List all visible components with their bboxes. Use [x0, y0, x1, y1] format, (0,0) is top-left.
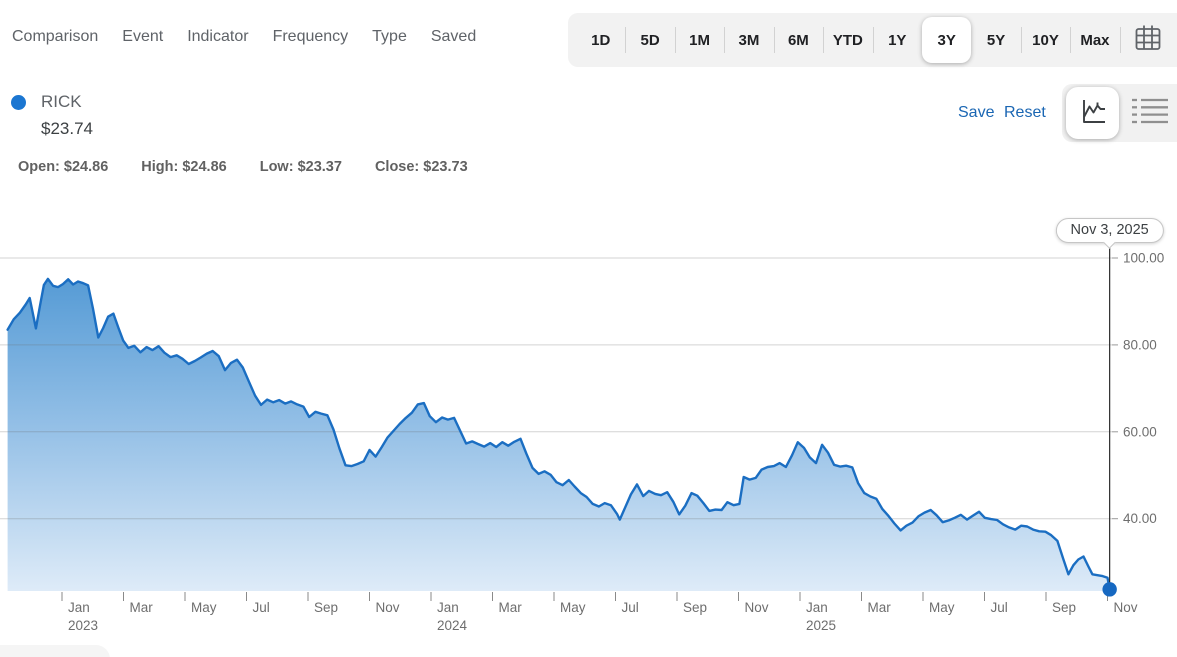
x-axis-label: Jan — [68, 600, 90, 615]
range-3y-selected[interactable]: 3Y — [921, 17, 972, 63]
save-button[interactable]: Save — [958, 104, 995, 121]
calendar-icon — [1133, 23, 1163, 57]
range-5d[interactable]: 5D — [625, 13, 674, 67]
crosshair-date-tooltip: Nov 3, 2025 — [1055, 218, 1164, 249]
high-label: High: — [141, 159, 179, 175]
last-price-marker — [1102, 582, 1117, 597]
range-6m[interactable]: 6M — [773, 13, 823, 67]
series-legend-dot — [11, 95, 26, 110]
menu-frequency[interactable]: Frequency — [272, 28, 349, 45]
range-5y[interactable]: 5Y — [986, 31, 1006, 49]
list-view-icon — [1131, 96, 1171, 131]
x-axis-label: May — [560, 600, 586, 615]
y-axis-label: 80.00 — [1123, 337, 1157, 352]
list-view-button[interactable] — [1130, 97, 1172, 129]
chart-view-toggle — [1062, 84, 1177, 142]
x-axis-label: Jul — [991, 600, 1008, 615]
range-1m[interactable]: 1M — [674, 13, 724, 67]
x-axis-label: Jul — [253, 600, 270, 615]
menu-type[interactable]: Type — [372, 28, 407, 45]
menu-saved[interactable]: Saved — [430, 28, 477, 45]
y-axis-label: 40.00 — [1123, 511, 1157, 526]
x-axis-label: Nov — [745, 600, 769, 615]
x-axis-label: Sep — [314, 600, 338, 615]
range-ytd[interactable]: YTD — [823, 13, 872, 67]
x-axis-label: May — [191, 600, 217, 615]
y-axis-label: 100.00 — [1123, 251, 1164, 266]
x-axis-label: Jan — [806, 600, 828, 615]
bottom-panel-edge — [0, 645, 110, 657]
ticker-symbol: RICK — [41, 92, 82, 111]
x-axis-label: Nov — [1114, 600, 1138, 615]
y-axis-label: 60.00 — [1123, 424, 1157, 439]
price-line — [6, 277, 1111, 591]
open-value: $24.86 — [63, 159, 109, 175]
close-value: $23.73 — [423, 159, 468, 175]
range-3m[interactable]: 3M — [724, 13, 773, 67]
reset-button[interactable]: Reset — [1004, 104, 1046, 121]
price-area-fill — [7, 278, 1110, 591]
x-axis-label: Sep — [1052, 600, 1076, 615]
low-label: Low: — [259, 159, 294, 175]
high-value: $24.86 — [182, 159, 227, 175]
close-label: Close: — [374, 159, 420, 175]
low-value: $23.37 — [297, 159, 342, 175]
x-axis-label: Jul — [622, 600, 639, 615]
range-1d[interactable]: 1D — [591, 31, 611, 49]
range-1y[interactable]: 1Y — [872, 13, 922, 67]
x-axis-label: Mar — [130, 600, 154, 615]
ticker-price: $23.74 — [41, 119, 93, 138]
x-axis-label: Jan — [437, 600, 459, 615]
range-selector: 1D 5D 1M 3M 6M YTD 1Y 3Y 5Y 10Y Max — [568, 13, 1177, 67]
menu-event[interactable]: Event — [122, 28, 164, 45]
menu-indicator[interactable]: Indicator — [187, 28, 249, 45]
tooltip-date: Nov 3, 2025 — [1070, 222, 1149, 238]
x-axis-label: Nov — [376, 600, 400, 615]
x-axis-label: Mar — [499, 600, 523, 615]
x-axis-label: Mar — [868, 600, 892, 615]
ohlc-readout: Open: $24.86 High: $24.86 Low: $23.37 Cl… — [18, 159, 468, 175]
x-axis-label: Sep — [683, 600, 707, 615]
x-axis-year-label: 2025 — [806, 618, 836, 633]
x-axis-label: May — [929, 600, 955, 615]
range-10y[interactable]: 10Y — [1020, 13, 1070, 67]
x-axis-year-label: 2023 — [68, 618, 98, 633]
chart-menu-bar: Comparison Event Indicator Frequency Typ… — [12, 28, 476, 46]
range-max[interactable]: Max — [1070, 13, 1119, 67]
menu-comparison[interactable]: Comparison — [12, 28, 99, 45]
line-chart-view-button[interactable] — [1066, 87, 1119, 139]
open-label: Open: — [18, 159, 60, 175]
x-axis-year-label: 2024 — [437, 618, 468, 633]
custom-date-range-button[interactable] — [1119, 13, 1177, 67]
line-chart-icon — [1077, 95, 1109, 132]
